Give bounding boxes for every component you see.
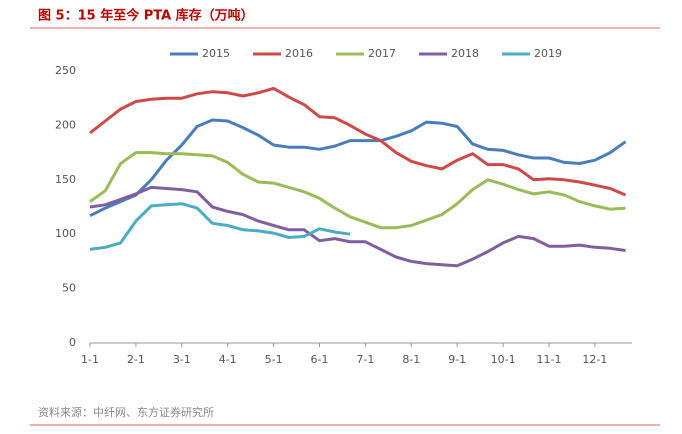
y-tick-label: 0 bbox=[69, 336, 76, 349]
legend-label: 2016 bbox=[285, 47, 313, 60]
x-tick-label: 5-1 bbox=[265, 353, 283, 366]
x-tick-label: 11-1 bbox=[537, 353, 562, 366]
series-line bbox=[89, 185, 626, 268]
legend-label: 2018 bbox=[451, 47, 479, 60]
x-tick-label: 10-1 bbox=[491, 353, 516, 366]
y-tick-label: 250 bbox=[55, 64, 76, 77]
y-tick-label: 150 bbox=[55, 173, 76, 186]
legend-label: 2015 bbox=[202, 47, 230, 60]
series-line bbox=[89, 118, 627, 218]
legend-label: 2017 bbox=[368, 47, 396, 60]
x-tick-label: 9-1 bbox=[448, 353, 466, 366]
x-tick-label: 8-1 bbox=[402, 353, 420, 366]
series-line bbox=[89, 151, 626, 230]
x-tick-label: 2-1 bbox=[127, 353, 145, 366]
y-tick-label: 200 bbox=[55, 118, 76, 131]
x-tick-label: 7-1 bbox=[356, 353, 374, 366]
series-line bbox=[89, 202, 351, 251]
series-line bbox=[89, 86, 627, 197]
x-tick-label: 4-1 bbox=[219, 353, 237, 366]
y-tick-label: 100 bbox=[55, 227, 76, 240]
legend-label: 2019 bbox=[534, 47, 562, 60]
chart-title: 图 5：15 年至今 PTA 库存（万吨） bbox=[38, 8, 254, 24]
x-tick-label: 1-1 bbox=[81, 353, 99, 366]
source-note: 资料来源：中纤网、东方证券研究所 bbox=[38, 405, 214, 419]
x-tick-label: 6-1 bbox=[311, 353, 329, 366]
x-tick-label: 12-1 bbox=[582, 353, 607, 366]
y-tick-label: 50 bbox=[62, 282, 76, 295]
x-tick-label: 3-1 bbox=[173, 353, 191, 366]
